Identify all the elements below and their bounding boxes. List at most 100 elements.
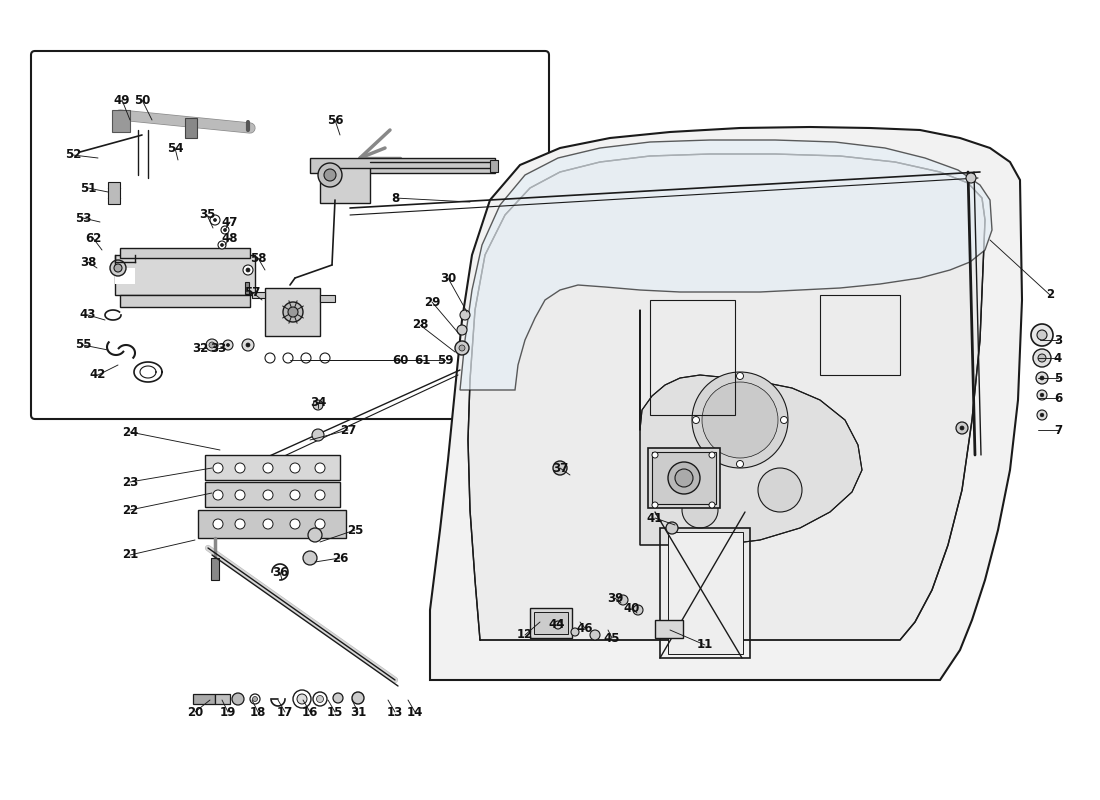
Circle shape [670,526,674,530]
Text: 30: 30 [440,271,456,285]
Circle shape [235,463,245,473]
Text: 14: 14 [407,706,424,718]
Text: 56: 56 [327,114,343,126]
Text: 57: 57 [244,286,261,298]
Circle shape [966,173,976,183]
Circle shape [1037,330,1047,340]
Text: 61: 61 [414,354,430,366]
FancyBboxPatch shape [31,51,549,419]
FancyBboxPatch shape [320,168,370,203]
Text: 39: 39 [607,591,624,605]
Circle shape [455,341,469,355]
Circle shape [290,490,300,500]
Text: 11: 11 [697,638,713,651]
FancyBboxPatch shape [108,182,120,204]
Circle shape [209,342,214,348]
Circle shape [293,690,311,708]
Text: 16: 16 [301,706,318,718]
Circle shape [290,519,300,529]
Circle shape [290,463,300,473]
Circle shape [758,468,802,512]
Circle shape [312,533,318,538]
FancyBboxPatch shape [116,268,135,284]
Circle shape [320,353,330,363]
Circle shape [232,693,244,705]
Circle shape [213,218,217,222]
FancyBboxPatch shape [198,510,346,538]
Text: a passion for parts: a passion for parts [620,441,880,469]
Circle shape [456,325,468,335]
Circle shape [710,452,715,458]
FancyBboxPatch shape [530,608,572,638]
Circle shape [213,519,223,529]
Circle shape [283,302,302,322]
Circle shape [268,357,272,359]
Circle shape [652,452,658,458]
Circle shape [110,260,126,276]
Text: 6: 6 [1054,391,1063,405]
Circle shape [210,215,220,225]
Circle shape [246,343,250,347]
Text: 41: 41 [647,511,663,525]
Circle shape [213,490,223,500]
Circle shape [308,528,322,542]
FancyBboxPatch shape [205,482,340,507]
Text: 29: 29 [424,295,440,309]
Polygon shape [468,154,984,640]
Text: 15: 15 [327,706,343,718]
Text: 19: 19 [220,706,236,718]
Circle shape [323,357,327,359]
Circle shape [223,340,233,350]
Circle shape [288,307,298,317]
FancyBboxPatch shape [648,448,720,508]
Circle shape [636,608,640,612]
Circle shape [314,692,327,706]
FancyBboxPatch shape [214,694,230,704]
Circle shape [263,463,273,473]
Text: 38: 38 [80,255,96,269]
Circle shape [1033,349,1050,367]
Circle shape [315,519,324,529]
Circle shape [618,595,628,605]
Text: 55: 55 [75,338,91,351]
Circle shape [352,692,364,704]
Circle shape [1040,376,1044,380]
Circle shape [710,502,715,508]
FancyBboxPatch shape [654,620,683,638]
Circle shape [1041,393,1044,397]
Text: 20: 20 [187,706,204,718]
Circle shape [312,429,324,441]
Polygon shape [252,292,265,298]
Polygon shape [460,140,992,390]
Circle shape [253,697,257,702]
FancyBboxPatch shape [490,160,498,172]
Circle shape [301,353,311,363]
Text: 47: 47 [222,215,239,229]
FancyBboxPatch shape [185,118,197,138]
Text: 48: 48 [222,231,239,245]
Circle shape [781,417,788,423]
Circle shape [114,264,122,272]
Text: 42: 42 [90,369,107,382]
Text: 21: 21 [122,549,139,562]
FancyBboxPatch shape [534,612,568,634]
Circle shape [220,243,223,246]
FancyBboxPatch shape [205,455,340,480]
FancyBboxPatch shape [211,558,219,580]
Polygon shape [320,295,336,302]
Text: 51: 51 [80,182,96,194]
Circle shape [263,490,273,500]
Circle shape [1037,410,1047,420]
Circle shape [1031,324,1053,346]
Circle shape [218,241,226,249]
Circle shape [737,461,744,467]
Circle shape [221,226,229,234]
Circle shape [737,373,744,379]
Circle shape [459,345,465,351]
Text: 62: 62 [85,231,101,245]
Text: 37: 37 [552,462,568,474]
Text: 53: 53 [75,211,91,225]
Circle shape [263,519,273,529]
Text: 26: 26 [332,551,349,565]
Circle shape [557,623,560,626]
